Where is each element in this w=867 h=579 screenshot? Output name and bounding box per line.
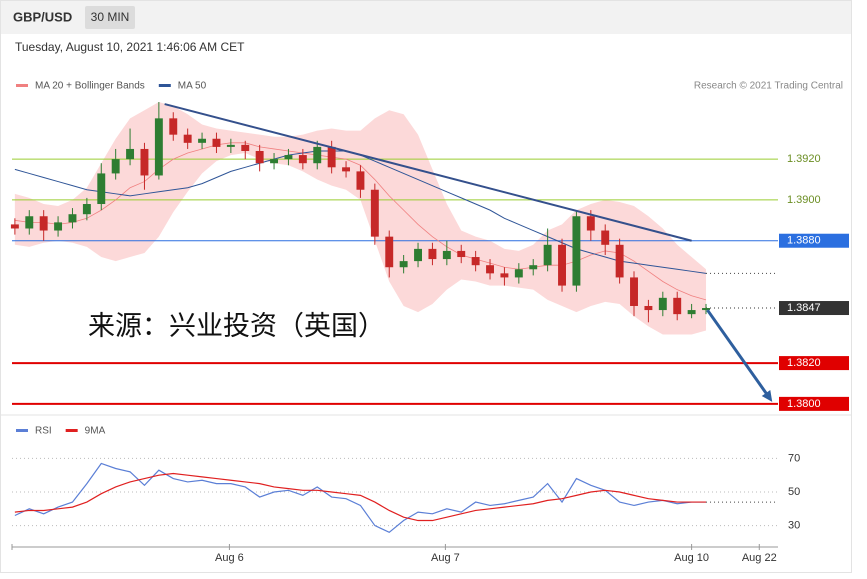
candle-body: [457, 250, 466, 258]
timestamp: Tuesday, August 10, 2021 1:46:06 AM CET: [15, 40, 245, 54]
candle-body: [385, 236, 394, 268]
candle-body: [601, 230, 610, 245]
candle-body: [111, 159, 120, 174]
level-tag: [779, 396, 849, 411]
candle-body: [399, 261, 408, 268]
candle-body: [298, 155, 307, 164]
candle-body: [673, 297, 682, 315]
watermark: 来源：兴业投资（英国）: [88, 311, 385, 341]
legend-label: MA 20 + Bollinger Bands: [35, 81, 145, 92]
candle-body: [442, 250, 451, 260]
candle-body: [183, 134, 192, 143]
y-tick-label: 50: [788, 486, 800, 498]
candle-body: [586, 216, 595, 231]
candle-body: [486, 265, 494, 274]
candle-body: [342, 167, 351, 172]
credit: Research © 2021 Trading Central: [694, 81, 843, 92]
arrow-head: [761, 390, 773, 402]
candle-body: [572, 216, 581, 286]
candle-body: [558, 244, 566, 286]
candle-body: [313, 146, 322, 164]
level-label: 1.3820: [787, 357, 821, 369]
candle-body: [414, 248, 422, 262]
symbol: GBP/USD: [13, 9, 72, 24]
candle-body: [82, 204, 91, 215]
x-tick-label: Aug 6: [215, 552, 244, 564]
candle-body: [140, 148, 149, 176]
candle-body: [226, 144, 235, 147]
legend-swatch: [65, 429, 78, 432]
candle-body: [327, 146, 336, 168]
candle-body: [154, 118, 163, 176]
level-tag: [779, 233, 849, 248]
candle-body: [514, 269, 523, 278]
candle-body: [630, 277, 638, 306]
candle-body: [687, 310, 696, 315]
legend-label: 9MA: [85, 426, 106, 437]
indicator-line: [14, 462, 707, 533]
level-label: 1.3880: [787, 235, 821, 247]
candle-body: [702, 308, 710, 311]
bollinger-band: [14, 102, 707, 335]
candle-body: [615, 244, 624, 278]
legend-swatch: [16, 429, 28, 432]
legend-label: MA 50: [178, 81, 207, 92]
candle-body: [39, 216, 48, 231]
candle-body: [428, 248, 437, 260]
candle-body: [169, 118, 178, 135]
trendline: [164, 103, 692, 242]
forecast-arrow: [706, 309, 771, 398]
x-tick-label: Aug 10: [674, 552, 709, 564]
level-tag: [779, 301, 849, 316]
candle-body: [543, 244, 552, 266]
x-tick-label: Aug 22: [742, 552, 777, 564]
level-label: 1.3900: [787, 194, 821, 206]
candle-body: [270, 159, 279, 164]
level-label: 1.3920: [787, 153, 821, 165]
level-tag: [779, 356, 849, 371]
candle-body: [97, 173, 106, 205]
candle-body: [644, 305, 653, 311]
level-label: 1.3800: [787, 398, 821, 410]
candle-body: [198, 138, 207, 143]
legend-swatch: [16, 84, 28, 87]
legend-swatch: [158, 84, 171, 87]
candle-body: [25, 216, 34, 229]
y-tick-label: 30: [788, 519, 800, 531]
legend-label: RSI: [35, 426, 52, 437]
interval-box: [85, 6, 135, 29]
candle-body: [500, 273, 509, 278]
candle-body: [370, 189, 379, 237]
candle-body: [126, 148, 135, 160]
candle-body: [529, 265, 538, 270]
candle-body: [284, 155, 293, 160]
interval: 30 MIN: [91, 10, 130, 24]
x-tick-label: Aug 7: [431, 552, 460, 564]
candle-body: [356, 171, 365, 190]
indicator-line: [14, 472, 707, 522]
candle-body: [471, 257, 480, 266]
candle-body: [658, 297, 667, 311]
plot-layer: MA 20 + Bollinger Bands MA 50 1.3920 1.3900…: [10, 81, 849, 564]
candle-body: [255, 150, 264, 164]
candle-body: [68, 214, 77, 223]
candle-body: [212, 138, 221, 147]
candle-body: [10, 224, 19, 229]
candle-body: [54, 222, 63, 231]
level-label: 1.3847: [787, 302, 821, 314]
y-tick-label: 70: [788, 452, 800, 464]
candle-body: [241, 144, 250, 151]
header-bar: [1, 1, 851, 34]
